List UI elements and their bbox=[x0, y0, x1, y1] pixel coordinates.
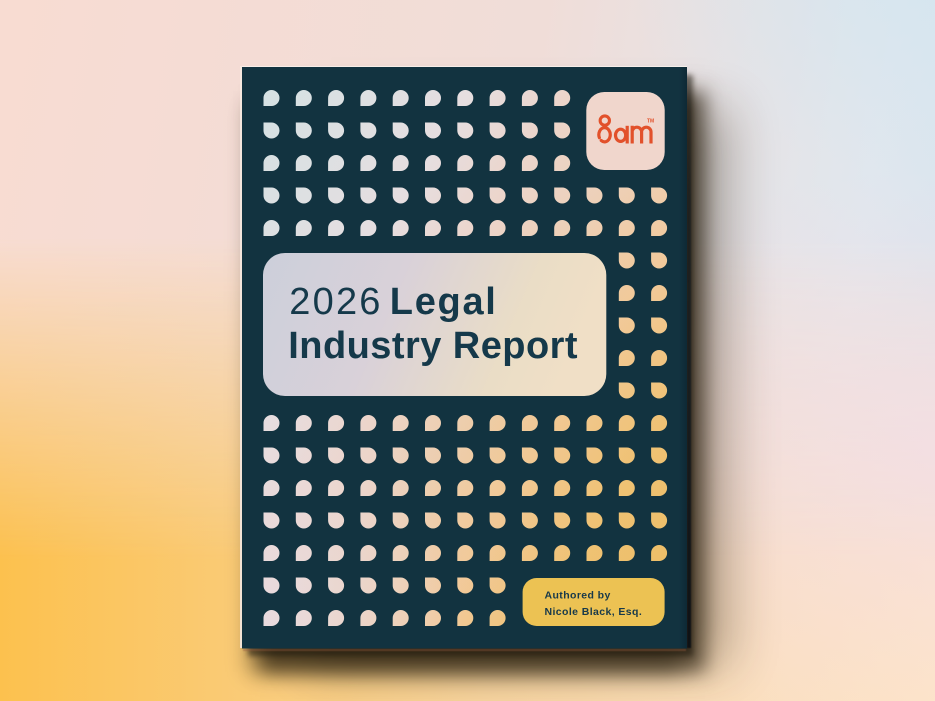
svg-text:Nicole Black, Esq.: Nicole Black, Esq. bbox=[545, 606, 643, 618]
svg-text:Industry Report: Industry Report bbox=[288, 325, 578, 367]
svg-text:Authored by: Authored by bbox=[545, 590, 611, 602]
svg-text:TM: TM bbox=[647, 119, 654, 125]
